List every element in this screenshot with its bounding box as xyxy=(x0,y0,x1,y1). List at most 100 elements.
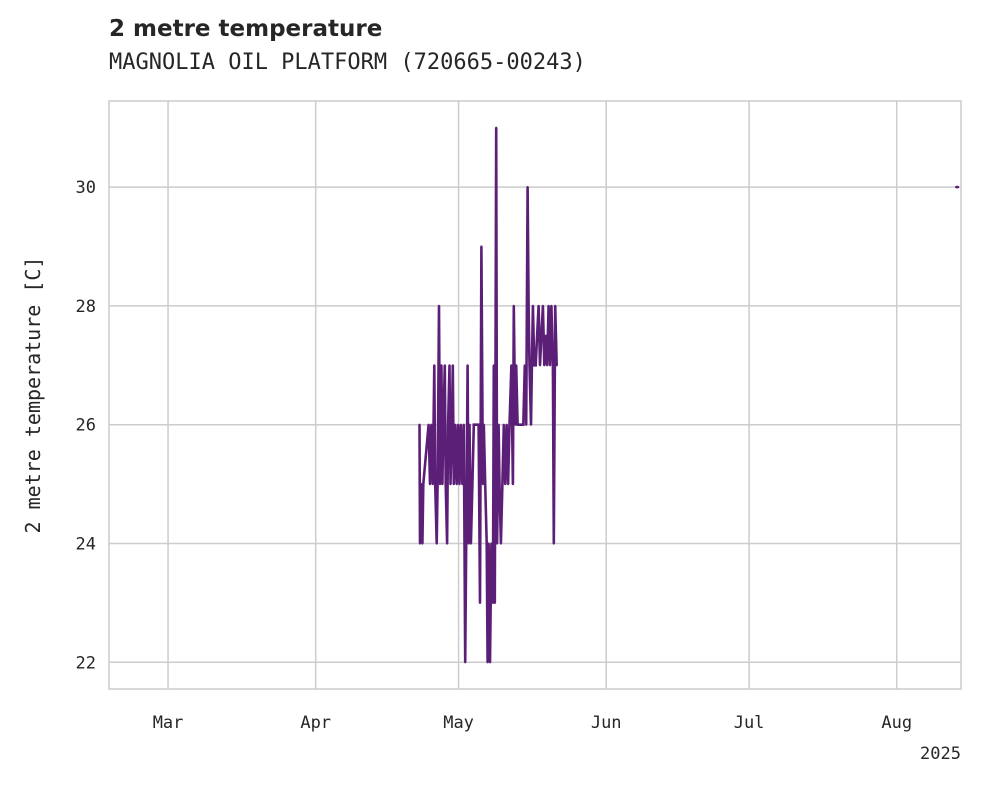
data-point xyxy=(493,601,496,605)
x-tick-label: May xyxy=(443,713,474,733)
data-point xyxy=(538,364,542,367)
y-tick-labels: 22 24 26 28 30 xyxy=(76,178,96,673)
data-point xyxy=(469,542,472,545)
data-point xyxy=(508,423,511,426)
data-point xyxy=(547,304,550,307)
data-point xyxy=(462,423,465,426)
data-point xyxy=(475,423,478,426)
data-point xyxy=(548,364,552,367)
y-tick-label: 24 xyxy=(76,534,96,554)
data-point xyxy=(430,423,433,426)
data-point xyxy=(550,304,553,307)
data-point xyxy=(466,364,469,367)
data-point xyxy=(457,423,460,426)
data-point xyxy=(465,483,468,486)
data-point xyxy=(488,661,492,664)
data-point xyxy=(440,364,443,367)
data-point xyxy=(522,423,525,426)
data-point xyxy=(487,542,490,545)
data-point xyxy=(510,364,513,367)
data-point xyxy=(435,542,438,545)
data-point xyxy=(443,364,446,367)
x-tick-label: Apr xyxy=(300,713,331,733)
data-point xyxy=(418,423,421,426)
data-point xyxy=(541,304,545,307)
data-point xyxy=(442,423,445,426)
data-point xyxy=(537,304,540,307)
y-tick-label: 28 xyxy=(76,297,96,317)
data-point xyxy=(512,304,515,307)
data-point xyxy=(496,542,499,545)
data-point xyxy=(957,186,960,189)
data-point xyxy=(540,334,543,337)
data-point xyxy=(446,542,449,545)
data-point xyxy=(543,364,546,367)
plot-frame xyxy=(108,100,962,690)
data-point xyxy=(505,423,508,426)
data-point xyxy=(504,483,507,486)
data-point xyxy=(481,483,484,486)
data-point xyxy=(531,304,535,307)
data-point xyxy=(551,364,555,367)
y-gridlines xyxy=(109,186,961,664)
data-point xyxy=(422,483,425,486)
data-point xyxy=(450,423,453,426)
series-line-0 xyxy=(418,127,959,663)
data-point xyxy=(421,542,424,545)
chart-subtitle: MAGNOLIA OIL PLATFORM (720665-00243) xyxy=(109,50,586,75)
x-gridlines xyxy=(167,101,898,689)
data-point xyxy=(477,423,480,426)
data-point xyxy=(490,542,493,545)
data-point xyxy=(544,334,547,337)
y-tick-label: 22 xyxy=(76,653,96,673)
x-year-label: 2025 xyxy=(920,744,961,764)
data-point xyxy=(431,483,434,486)
data-point xyxy=(448,364,451,367)
data-point xyxy=(449,483,452,486)
data-point xyxy=(459,423,462,426)
x-tick-label: Jun xyxy=(591,713,622,733)
data-point xyxy=(468,423,471,426)
data-point xyxy=(461,483,464,486)
data-point xyxy=(480,245,483,248)
data-point xyxy=(554,304,557,307)
data-point xyxy=(452,483,455,486)
data-point xyxy=(507,483,510,486)
data-point xyxy=(444,483,447,486)
data-point xyxy=(525,423,528,426)
data-point xyxy=(546,364,549,367)
y-axis-label: 2 metre temperature [C] xyxy=(21,257,45,534)
data-point xyxy=(451,364,454,367)
data-point xyxy=(536,334,539,337)
data-point xyxy=(441,483,444,486)
data-point xyxy=(498,483,501,486)
data-point xyxy=(495,126,498,129)
data-point xyxy=(502,423,505,426)
data-point xyxy=(427,423,430,426)
data-point xyxy=(447,423,450,426)
data-point xyxy=(486,661,489,664)
data-point xyxy=(455,483,458,486)
data-point xyxy=(482,423,485,426)
data-point xyxy=(471,483,474,486)
x-tick-label: Aug xyxy=(881,713,912,733)
data-point xyxy=(485,542,488,545)
data-point xyxy=(436,483,439,486)
data-point xyxy=(491,601,494,605)
data-point xyxy=(552,542,555,545)
data-point xyxy=(458,483,461,486)
x-tick-label: Jul xyxy=(734,713,765,733)
data-point xyxy=(434,483,437,486)
data-point xyxy=(433,364,436,367)
data-point xyxy=(523,364,526,367)
data-point xyxy=(428,483,432,486)
data-point xyxy=(420,483,423,486)
data-point xyxy=(497,423,500,426)
y-tick-label: 26 xyxy=(76,416,96,436)
data-point xyxy=(515,364,518,367)
series-group xyxy=(418,126,960,664)
data-point xyxy=(484,483,487,486)
data-point xyxy=(534,364,537,367)
x-tick-labels: Mar Apr May Jun Jul Aug xyxy=(153,713,912,733)
